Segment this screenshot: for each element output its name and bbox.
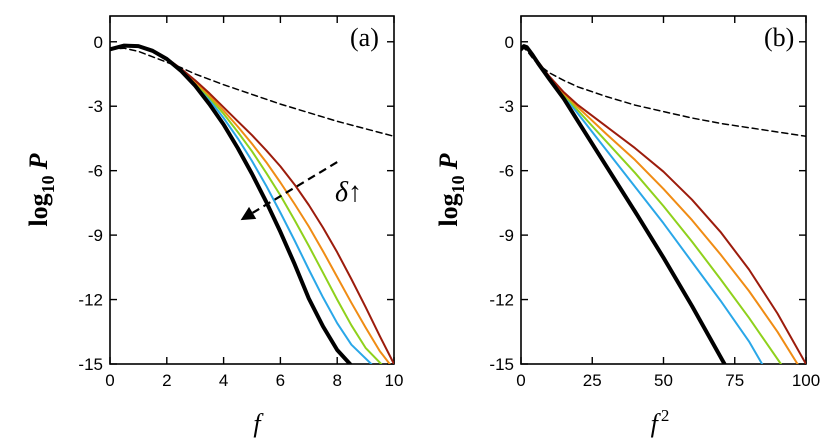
panel-a-y-tick-label: 0 bbox=[94, 33, 103, 52]
panel-b-series-group bbox=[521, 44, 806, 364]
panel-a-x-tick-label: 2 bbox=[162, 371, 171, 390]
panel-b-y-tick-label: -6 bbox=[499, 162, 514, 181]
delta-annotation: δ↑ bbox=[240, 161, 362, 221]
panel-b-x-tick-label: 100 bbox=[792, 371, 820, 390]
panel-a-x-tick-label: 4 bbox=[219, 371, 228, 390]
delta-arrow-line bbox=[252, 161, 338, 214]
panel-a-y-tick-label: -3 bbox=[88, 97, 103, 116]
panel-b-series-line-1 bbox=[521, 45, 764, 364]
delta-arrow-head bbox=[240, 206, 257, 221]
panel-a-x-tick-label: 8 bbox=[332, 371, 341, 390]
panel-b-y-tick-label: -9 bbox=[499, 226, 514, 245]
panel-b-x-tick-label: 25 bbox=[583, 371, 602, 390]
panel-a: 0 2 4 6 8 10 0 -3 -6 -9 -12 -15 (a) log10P f δ↑ bbox=[24, 15, 403, 438]
panel-b-y-axis-label: log10P bbox=[434, 152, 468, 226]
panel-a-y-axis-label: log10P bbox=[24, 152, 58, 226]
panel-a-x-tick-label: 6 bbox=[276, 371, 285, 390]
panel-a-x-tick-label: 10 bbox=[385, 371, 404, 390]
panel-a-series-line-5 bbox=[110, 47, 394, 138]
panel-b-x-tick-label: 0 bbox=[516, 371, 525, 390]
panel-a-y-tick-label: -9 bbox=[88, 226, 103, 245]
delta-annotation-text: δ↑ bbox=[335, 177, 362, 208]
panel-b-plot-area bbox=[521, 44, 806, 364]
panel-b-x-tick-label: 50 bbox=[654, 371, 673, 390]
panel-b-label: (b) bbox=[764, 23, 794, 52]
panel-a-x-tick-label: 0 bbox=[105, 371, 114, 390]
panel-a-y-tick-label: -15 bbox=[78, 355, 103, 374]
panel-b-x-tick-label: 75 bbox=[725, 371, 744, 390]
panel-a-y-tick-label: -6 bbox=[88, 162, 103, 181]
panel-b-series-line-0 bbox=[521, 44, 727, 364]
panel-b-y-tick-label: -12 bbox=[489, 291, 514, 310]
panel-b-y-tick-label: -3 bbox=[499, 97, 514, 116]
panel-a-series-line-1 bbox=[110, 44, 373, 364]
panel-b-series-line-5 bbox=[521, 47, 806, 138]
panel-a-series-line-0 bbox=[110, 43, 352, 364]
panel-a-y-tick-label: -12 bbox=[78, 291, 103, 310]
panel-b-ticks: 0 25 50 75 100 0 -3 -6 -9 -12 -15 bbox=[489, 16, 820, 390]
panel-a-series-group bbox=[110, 43, 394, 364]
panel-a-x-axis-label: f bbox=[253, 409, 264, 438]
panel-a-label: (a) bbox=[350, 23, 379, 52]
panel-a-frame bbox=[109, 15, 395, 365]
panel-a-ticks: 0 2 4 6 8 10 0 -3 -6 -9 -12 -15 bbox=[78, 16, 403, 390]
panel-b-y-tick-label: 0 bbox=[505, 33, 514, 52]
panel-a-plot-area bbox=[110, 43, 394, 364]
panel-b-y-tick-label: -15 bbox=[489, 355, 514, 374]
